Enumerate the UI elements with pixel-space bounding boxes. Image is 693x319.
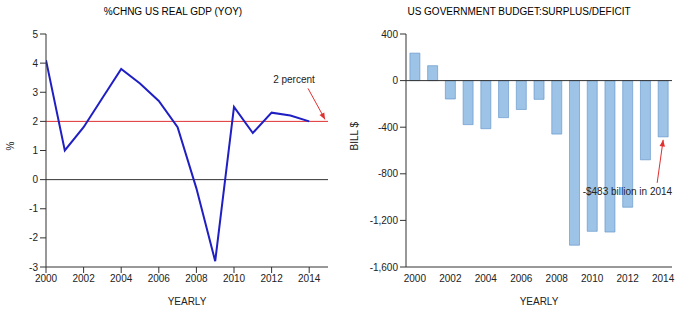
svg-text:-1,600: -1,600	[370, 262, 399, 273]
svg-text:YEARLY: YEARLY	[168, 296, 207, 307]
svg-text:0: 0	[392, 75, 398, 86]
svg-text:2014: 2014	[652, 273, 675, 284]
svg-text:0: 0	[32, 174, 38, 185]
svg-text:4: 4	[32, 58, 38, 69]
svg-text:2 percent: 2 percent	[273, 74, 315, 85]
svg-text:%: %	[8, 142, 16, 151]
svg-text:5: 5	[32, 29, 38, 40]
svg-text:-2: -2	[29, 232, 38, 243]
html-text:US GOVERNMENT BUDGET:SURPLUS/D: US GOVERNMENT BUDGET:SURPLUS/DEFICIT	[407, 6, 631, 17]
svg-text:-1: -1	[29, 203, 38, 214]
svg-text:-800: -800	[378, 168, 398, 179]
svg-text:2000: 2000	[404, 273, 427, 284]
svg-text:2014: 2014	[298, 273, 321, 284]
svg-text:YEARLY: YEARLY	[520, 296, 559, 307]
svg-text:2004: 2004	[475, 273, 498, 284]
svg-text:BILL $: BILL $	[349, 122, 360, 151]
svg-text:2010: 2010	[581, 273, 604, 284]
svg-text:2010: 2010	[223, 273, 246, 284]
svg-text:3: 3	[32, 87, 38, 98]
svg-text:2004: 2004	[110, 273, 133, 284]
svg-text:2008: 2008	[546, 273, 569, 284]
html-text:%CHNG US REAL GDP (YOY): %CHNG US REAL GDP (YOY)	[103, 6, 243, 17]
svg-text:-1,200: -1,200	[370, 215, 399, 226]
svg-text:2000: 2000	[35, 273, 58, 284]
svg-text:400: 400	[381, 29, 398, 40]
svg-text:2012: 2012	[617, 273, 640, 284]
svg-text:2006: 2006	[510, 273, 533, 284]
svg-text:2008: 2008	[185, 273, 208, 284]
svg-text:2006: 2006	[148, 273, 171, 284]
svg-text:-$483 billion in 2014: -$483 billion in 2014	[583, 186, 673, 197]
svg-text:1: 1	[32, 145, 38, 156]
svg-text:-400: -400	[378, 122, 398, 133]
svg-text:-3: -3	[29, 262, 38, 273]
svg-text:2012: 2012	[260, 273, 283, 284]
svg-text:2002: 2002	[439, 273, 462, 284]
svg-text:2: 2	[32, 116, 38, 127]
svg-text:2002: 2002	[72, 273, 95, 284]
